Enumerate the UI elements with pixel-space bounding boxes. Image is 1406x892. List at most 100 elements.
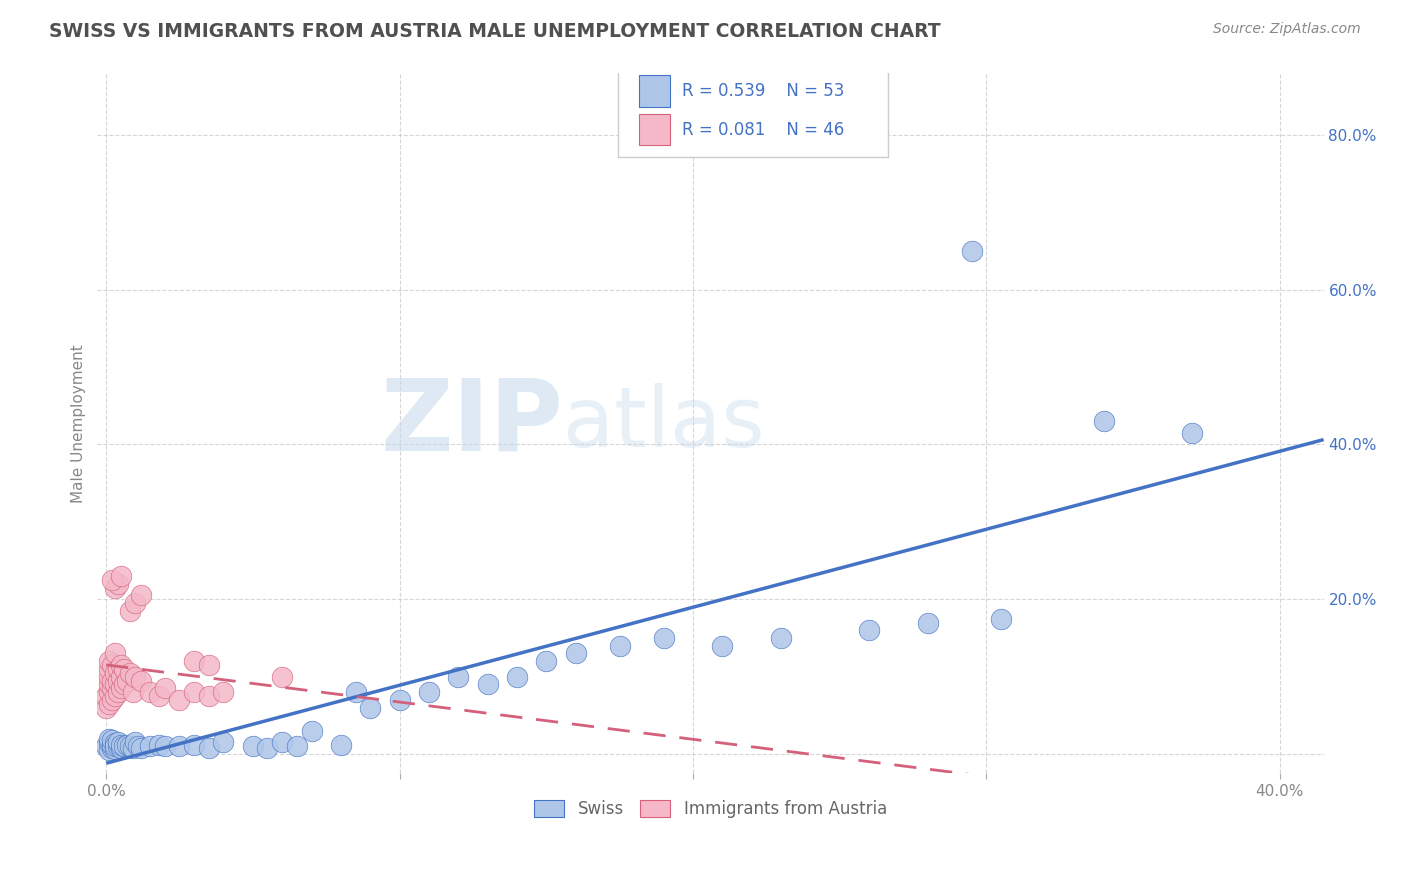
Point (1180, 425, 1202, 440)
Text: ZIP: ZIP (381, 375, 564, 472)
Point (104, 736, 127, 750)
Point (104, 665, 127, 680)
Point (131, 673, 153, 688)
Point (101, 693, 124, 707)
Point (110, 681, 132, 696)
Point (110, 569, 132, 583)
Point (112, 677, 135, 691)
Point (101, 673, 124, 688)
Text: R = 0.081    N = 46: R = 0.081 N = 46 (682, 121, 845, 139)
Point (104, 581, 127, 595)
Point (153, 739, 176, 754)
Text: atlas: atlas (564, 383, 765, 464)
Point (118, 739, 141, 754)
Point (121, 740, 143, 755)
Point (110, 740, 132, 755)
Point (94, 700, 117, 714)
Point (153, 681, 176, 696)
Point (98, 697, 121, 711)
Point (183, 685, 205, 699)
Bar (640, 75, 671, 107)
Point (104, 742, 127, 756)
Point (198, 740, 221, 755)
Point (183, 738, 205, 752)
Point (98, 654, 121, 668)
Point (104, 739, 127, 754)
Point (131, 740, 153, 755)
Point (609, 639, 631, 653)
Point (711, 639, 734, 653)
Text: Source: ZipAtlas.com: Source: ZipAtlas.com (1213, 22, 1361, 37)
Point (960, 244, 983, 258)
Point (388, 693, 411, 707)
Point (110, 738, 132, 752)
Point (98, 677, 121, 691)
Point (183, 654, 205, 668)
Point (98, 662, 121, 676)
Point (115, 673, 138, 688)
Point (112, 662, 135, 676)
Point (107, 685, 129, 699)
Point (769, 631, 792, 645)
Point (107, 662, 129, 676)
Point (212, 735, 235, 749)
Point (271, 735, 294, 749)
Point (301, 723, 323, 738)
Point (148, 738, 170, 752)
Point (98, 731, 121, 746)
Point (110, 658, 132, 673)
Point (124, 735, 146, 749)
Point (98, 670, 121, 684)
Point (101, 738, 124, 752)
Point (127, 739, 149, 754)
Point (107, 735, 129, 749)
Point (198, 689, 221, 703)
Bar (640, 114, 671, 145)
Text: R = 0.539    N = 53: R = 0.539 N = 53 (682, 82, 845, 101)
Point (169, 739, 191, 754)
Point (858, 624, 880, 638)
Point (990, 612, 1012, 626)
Point (94, 739, 117, 754)
Point (110, 670, 132, 684)
Point (344, 685, 367, 699)
Point (107, 576, 129, 591)
Point (564, 647, 586, 661)
Point (101, 733, 124, 747)
Point (107, 673, 129, 688)
Point (359, 700, 381, 714)
Point (115, 738, 138, 752)
Point (124, 596, 146, 610)
Point (477, 677, 499, 691)
Point (124, 670, 146, 684)
Point (101, 681, 124, 696)
Point (101, 740, 124, 755)
Point (139, 739, 162, 754)
Point (447, 670, 470, 684)
Point (917, 615, 939, 630)
Point (94, 689, 117, 703)
Point (285, 739, 308, 754)
Point (112, 739, 135, 754)
Point (534, 654, 557, 668)
Point (118, 604, 141, 618)
Y-axis label: Male Unemployment: Male Unemployment (72, 343, 86, 502)
Point (104, 647, 127, 661)
Point (198, 658, 221, 673)
Point (121, 685, 143, 699)
Point (148, 689, 170, 703)
Point (101, 658, 124, 673)
Text: SWISS VS IMMIGRANTS FROM AUSTRIA MALE UNEMPLOYMENT CORRELATION CHART: SWISS VS IMMIGRANTS FROM AUSTRIA MALE UN… (49, 22, 941, 41)
Point (98, 735, 121, 749)
Point (506, 670, 529, 684)
Point (256, 740, 278, 755)
Point (104, 689, 127, 703)
Point (98, 743, 121, 757)
FancyBboxPatch shape (619, 70, 889, 157)
Legend: Swiss, Immigrants from Austria: Swiss, Immigrants from Austria (527, 793, 894, 824)
Point (212, 685, 235, 699)
Point (1092, 414, 1115, 428)
Point (271, 670, 294, 684)
Point (652, 631, 675, 645)
Point (101, 573, 124, 587)
